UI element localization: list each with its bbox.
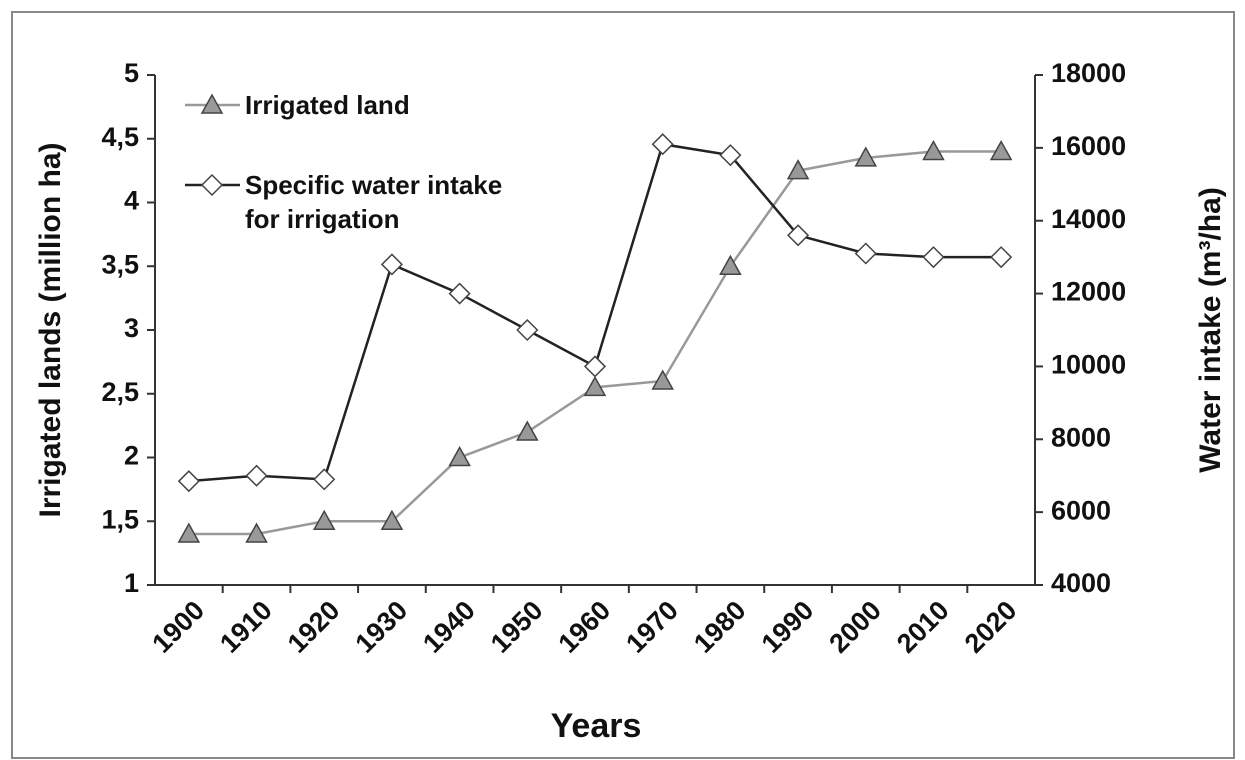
y2-tick-label: 16000	[1051, 131, 1126, 161]
x-tick-label: 2010	[891, 595, 955, 659]
y-tick-label: 2,5	[101, 377, 139, 407]
y2-tick-label: 8000	[1051, 422, 1111, 452]
data-point	[786, 159, 810, 180]
data-point	[448, 445, 471, 467]
y2-tick-label: 4000	[1051, 568, 1111, 598]
x-tick-label: 1990	[756, 595, 820, 659]
data-point	[651, 133, 674, 156]
data-point	[583, 355, 607, 378]
x-tick-label: 2000	[823, 595, 887, 659]
x-tick-label: 1940	[417, 595, 481, 659]
data-point	[583, 375, 607, 397]
legend-label: Irrigated land	[245, 90, 410, 120]
y2-axis-title: Water intake (m³/ha)	[1194, 187, 1227, 473]
x-tick-label: 1900	[146, 595, 210, 659]
y2-tick-label: 10000	[1051, 350, 1126, 380]
y2-tick-label: 14000	[1051, 204, 1126, 234]
x-tick-label: 1910	[214, 595, 278, 659]
x-tick-label: 1920	[282, 595, 346, 659]
y-tick-label: 5	[124, 58, 139, 88]
data-point	[854, 242, 877, 265]
data-point	[245, 464, 268, 487]
x-tick-label: 2020	[959, 595, 1023, 659]
legend-marker	[200, 173, 224, 197]
data-point	[719, 144, 742, 167]
y-tick-label: 1,5	[101, 504, 139, 534]
x-tick-label: 1930	[350, 595, 414, 659]
x-tick-label: 1950	[485, 595, 549, 659]
frame	[11, 11, 1235, 759]
data-point	[922, 139, 945, 161]
legend-label: Specific water intake for irrigation	[245, 170, 503, 234]
data-point	[516, 420, 539, 441]
data-point	[990, 246, 1013, 269]
data-point	[380, 253, 403, 276]
x-tick-label: 1970	[620, 595, 684, 659]
data-point	[312, 509, 336, 530]
x-tick-label: 1960	[553, 595, 617, 659]
data-point	[313, 468, 336, 491]
y-tick-label: 3	[124, 313, 139, 343]
x-tick-label: 1980	[688, 595, 752, 659]
y-tick-label: 3,5	[101, 249, 139, 279]
y-tick-label: 1	[124, 568, 139, 598]
data-point	[787, 224, 810, 247]
y2-tick-label: 18000	[1051, 58, 1126, 88]
y-axis-title: Irrigated lands (million ha)	[34, 142, 67, 517]
y2-tick-label: 12000	[1051, 277, 1126, 307]
legend-marker	[200, 93, 224, 114]
y2-tick-label: 6000	[1051, 495, 1111, 525]
data-point	[651, 369, 674, 390]
data-point	[922, 246, 945, 269]
data-point	[989, 139, 1013, 161]
x-axis-title: Years	[551, 707, 642, 745]
data-point	[854, 146, 878, 167]
data-point	[448, 282, 471, 305]
y-tick-label: 4	[124, 186, 139, 216]
y-tick-label: 2	[124, 441, 139, 471]
data-point	[516, 318, 539, 342]
y-tick-label: 4,5	[101, 122, 139, 152]
data-point	[177, 522, 201, 543]
data-point	[380, 509, 404, 530]
data-point	[245, 522, 268, 543]
data-point	[719, 254, 742, 275]
data-point	[177, 470, 200, 493]
